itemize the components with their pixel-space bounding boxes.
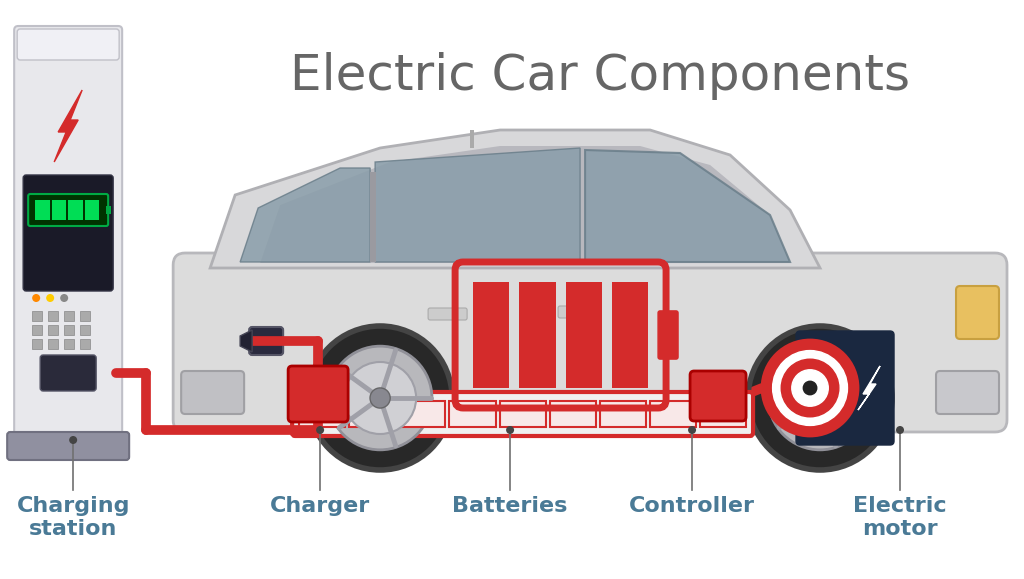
Bar: [48, 325, 58, 335]
Bar: [109, 40, 118, 435]
Bar: [32, 339, 42, 349]
Circle shape: [749, 326, 892, 470]
Bar: [85, 200, 99, 220]
Circle shape: [768, 346, 871, 450]
Bar: [48, 339, 58, 349]
Bar: [80, 339, 90, 349]
FancyBboxPatch shape: [690, 371, 746, 421]
FancyBboxPatch shape: [29, 194, 109, 226]
Bar: [106, 206, 112, 214]
Text: Electric
motor: Electric motor: [853, 496, 947, 539]
FancyBboxPatch shape: [17, 29, 119, 60]
FancyBboxPatch shape: [181, 371, 244, 414]
Circle shape: [70, 436, 77, 444]
Circle shape: [792, 370, 828, 406]
Bar: [550, 401, 596, 427]
FancyBboxPatch shape: [24, 175, 114, 291]
Circle shape: [329, 346, 432, 450]
FancyBboxPatch shape: [658, 311, 678, 359]
Bar: [299, 401, 345, 427]
Bar: [470, 130, 474, 148]
Bar: [65, 325, 74, 335]
Polygon shape: [858, 366, 880, 410]
Circle shape: [316, 426, 325, 434]
Ellipse shape: [230, 406, 950, 434]
Bar: [370, 172, 376, 262]
Circle shape: [370, 388, 390, 408]
Bar: [473, 282, 509, 388]
Text: Charger: Charger: [270, 496, 371, 516]
Circle shape: [803, 382, 817, 395]
Bar: [450, 401, 496, 427]
Bar: [32, 311, 42, 321]
Bar: [500, 401, 546, 427]
FancyBboxPatch shape: [7, 432, 129, 460]
FancyBboxPatch shape: [558, 306, 597, 318]
Polygon shape: [210, 130, 820, 268]
FancyBboxPatch shape: [14, 26, 122, 439]
Circle shape: [896, 426, 904, 434]
Circle shape: [762, 340, 858, 436]
Circle shape: [688, 426, 696, 434]
Polygon shape: [54, 90, 82, 162]
Circle shape: [344, 362, 416, 434]
Circle shape: [308, 326, 453, 470]
Bar: [80, 325, 90, 335]
Bar: [565, 282, 602, 388]
Text: Electric Car Components: Electric Car Components: [290, 52, 910, 100]
Bar: [611, 282, 648, 388]
Circle shape: [506, 426, 514, 434]
Text: Batteries: Batteries: [453, 496, 567, 516]
FancyBboxPatch shape: [936, 371, 999, 414]
Text: Controller: Controller: [629, 496, 755, 516]
Bar: [35, 200, 50, 220]
Ellipse shape: [298, 368, 462, 428]
Circle shape: [781, 359, 839, 417]
Bar: [32, 325, 42, 335]
Bar: [80, 311, 90, 321]
Bar: [48, 311, 58, 321]
Circle shape: [784, 362, 856, 434]
Circle shape: [46, 294, 54, 302]
Bar: [700, 401, 746, 427]
Circle shape: [772, 350, 848, 426]
Bar: [600, 401, 646, 427]
Polygon shape: [241, 330, 252, 352]
Bar: [399, 401, 445, 427]
Bar: [51, 200, 67, 220]
Bar: [65, 339, 74, 349]
Bar: [69, 200, 83, 220]
Polygon shape: [241, 168, 370, 262]
Bar: [349, 401, 395, 427]
Polygon shape: [260, 146, 791, 263]
FancyBboxPatch shape: [428, 308, 467, 320]
FancyBboxPatch shape: [249, 327, 283, 355]
Bar: [519, 282, 556, 388]
Circle shape: [32, 294, 40, 302]
Circle shape: [810, 388, 830, 408]
Ellipse shape: [738, 368, 902, 428]
FancyBboxPatch shape: [956, 286, 999, 339]
Bar: [650, 401, 696, 427]
FancyBboxPatch shape: [796, 331, 894, 445]
FancyBboxPatch shape: [288, 366, 348, 422]
FancyBboxPatch shape: [292, 392, 753, 436]
Polygon shape: [585, 150, 791, 262]
Text: Charging
station: Charging station: [16, 496, 130, 539]
Bar: [65, 311, 74, 321]
FancyBboxPatch shape: [173, 253, 1007, 432]
Polygon shape: [375, 148, 580, 262]
Circle shape: [60, 294, 69, 302]
FancyBboxPatch shape: [40, 355, 96, 391]
